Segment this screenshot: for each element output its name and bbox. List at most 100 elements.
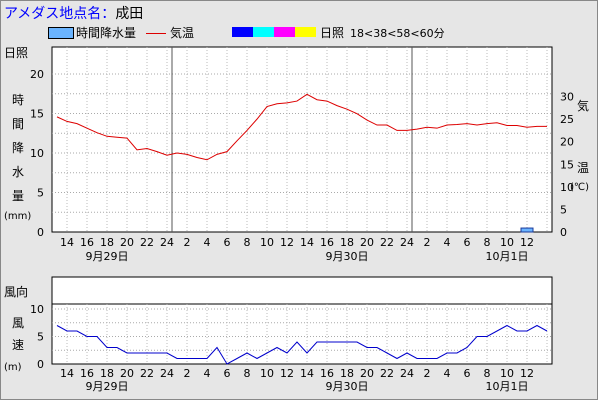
top-x-tick-label: 8 (484, 236, 491, 249)
top-x-tick-label: 14 (300, 236, 314, 249)
top-x-tick-label: 24 (400, 236, 414, 249)
y-tick-label: 10 (30, 147, 44, 160)
top-x-tick-label: 10 (260, 236, 274, 249)
bottom-x-tick-label: 20 (120, 367, 134, 380)
bottom-x-tick-label: 16 (80, 367, 94, 380)
temp-line (56, 93, 547, 161)
sunshine-legend-swatches (232, 27, 316, 37)
y2-tick-label: 25 (560, 113, 574, 126)
top-x-tick-label: 20 (120, 236, 134, 249)
top-x-tick-label: 24 (160, 236, 174, 249)
bottom-x-tick-label: 2 (184, 367, 191, 380)
y-axis-label: 量 (12, 189, 24, 203)
top-plot-area (51, 46, 553, 233)
y-axis-label: 日照 (4, 46, 28, 60)
bottom-x-tick-label: 16 (320, 367, 334, 380)
y-axis-label: 水 (12, 165, 24, 179)
y2-axis-label: (℃) (570, 182, 589, 193)
bottom-date-label: 9月29日 (86, 380, 129, 393)
y-tick-label: 20 (30, 68, 44, 81)
top-x-tick-label: 18 (340, 236, 354, 249)
y-axis-label: 降 (12, 141, 24, 155)
bottom-x-tick-label: 24 (400, 367, 414, 380)
y2-tick-label: 0 (560, 226, 567, 239)
station-label: アメダス地点名： (4, 6, 116, 22)
bottom-x-tick-label: 14 (300, 367, 314, 380)
bottom-x-tick-label: 8 (484, 367, 491, 380)
sunshine-swatch (253, 27, 274, 37)
bottom-x-tick-label: 10 (500, 367, 514, 380)
station-name: 成田 (115, 6, 144, 22)
top-x-tick-label: 6 (224, 236, 231, 249)
sunshine-swatch (274, 27, 295, 37)
y-tick-label: 5 (37, 187, 44, 200)
top-x-tick-label: 18 (100, 236, 114, 249)
y-axis-label: 間 (12, 117, 24, 131)
wind-y-axis-label: (m) (4, 362, 22, 373)
bottom-x-tick-label: 2 (424, 367, 431, 380)
bottom-x-tick-label: 6 (224, 367, 231, 380)
precip-legend-label: 時間降水量 (76, 26, 137, 40)
sunshine-legend-label: 日照 (320, 26, 345, 40)
top-x-tick-label: 16 (320, 236, 334, 249)
top-x-tick-label: 4 (204, 236, 211, 249)
sunshine-legend-scale: 18<38<58<60分 (350, 27, 445, 40)
bottom-x-tick-label: 4 (444, 367, 451, 380)
y-tick-label: 0 (37, 226, 44, 239)
wind-speed-line (56, 324, 548, 365)
bottom-x-tick-label: 4 (204, 367, 211, 380)
top-x-tick-label: 6 (464, 236, 471, 249)
top-x-tick-label: 8 (244, 236, 251, 249)
y2-axis-label: 気 (577, 98, 589, 113)
top-date-label: 10月1日 (486, 250, 529, 263)
top-x-tick-label: 12 (520, 236, 534, 249)
sunshine-swatch (295, 27, 316, 37)
top-date-label: 9月29日 (86, 250, 129, 263)
precip-bar (520, 227, 534, 233)
bottom-x-tick-label: 22 (380, 367, 394, 380)
top-x-tick-label: 2 (184, 236, 191, 249)
temp-legend-label: 気温 (170, 26, 195, 40)
y-axis-label: 時 (12, 93, 24, 107)
bottom-plot-area (51, 276, 553, 365)
wind-y-axis-label: 速 (12, 338, 24, 352)
top-x-tick-label: 20 (360, 236, 374, 249)
bottom-x-tick-label: 24 (160, 367, 174, 380)
y2-tick-label: 5 (560, 203, 567, 216)
y-axis-label: (mm) (4, 211, 31, 222)
bottom-x-tick-label: 10 (260, 367, 274, 380)
y2-tick-label: 15 (560, 158, 574, 171)
bottom-x-tick-label: 12 (520, 367, 534, 380)
bottom-x-tick-label: 22 (140, 367, 154, 380)
wind-y-tick-label: 5 (37, 331, 44, 344)
top-x-tick-label: 16 (80, 236, 94, 249)
y-tick-label: 15 (30, 108, 44, 121)
wind-y-axis-label: 風 (12, 316, 24, 330)
sunshine-swatch (232, 27, 253, 37)
wind-y-tick-label: 10 (30, 303, 44, 316)
top-x-tick-label: 4 (444, 236, 451, 249)
temp-legend-swatch (146, 33, 166, 34)
page-title: アメダス地点名：成田 (4, 3, 143, 23)
precip-legend-swatch (48, 27, 74, 39)
top-date-label: 9月30日 (326, 250, 369, 263)
y2-tick-label: 20 (560, 136, 574, 149)
y2-tick-label: 30 (560, 91, 574, 104)
y2-axis-label: 温 (577, 161, 589, 175)
top-x-tick-label: 12 (280, 236, 294, 249)
top-x-tick-label: 14 (60, 236, 74, 249)
bottom-date-label: 10月1日 (486, 380, 529, 393)
bottom-x-tick-label: 18 (100, 367, 114, 380)
bottom-x-tick-label: 14 (60, 367, 74, 380)
top-x-tick-label: 10 (500, 236, 514, 249)
bottom-date-label: 9月30日 (326, 380, 369, 393)
bottom-x-tick-label: 18 (340, 367, 354, 380)
bottom-x-tick-label: 20 (360, 367, 374, 380)
top-x-tick-label: 22 (140, 236, 154, 249)
y2-tick-label: 10 (560, 181, 574, 194)
bottom-x-tick-label: 12 (280, 367, 294, 380)
top-x-tick-label: 22 (380, 236, 394, 249)
wind-dir-label: 風向 (4, 284, 28, 299)
top-x-tick-label: 2 (424, 236, 431, 249)
